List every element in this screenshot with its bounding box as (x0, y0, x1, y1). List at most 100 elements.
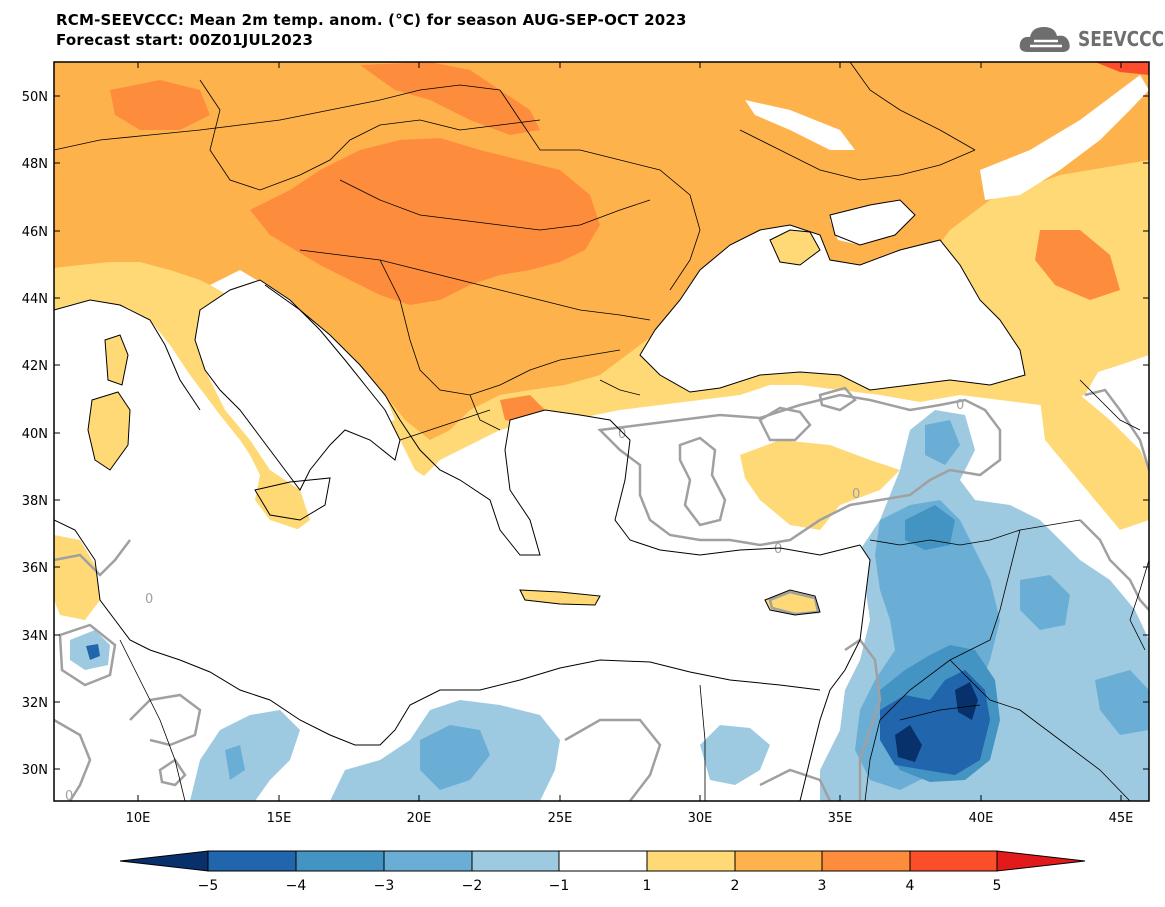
gap-steppe-3 (830, 210, 875, 245)
contour-label: 0 (65, 789, 73, 804)
cold-field-level-5-west (895, 725, 922, 762)
lon-label: 35E (828, 811, 853, 826)
border-line (949, 659, 1131, 801)
warm-patch-northeast (1035, 230, 1120, 300)
border-line (299, 249, 651, 321)
border-line (199, 79, 541, 191)
colorbar-segment (295, 850, 385, 872)
lat-label: 42N (22, 359, 48, 374)
warm-patch-tunisia (54, 535, 100, 620)
coastlines (54, 199, 1026, 801)
map-title: RCM-SEEVCCC: Mean 2m temp. anom. (°C) fo… (56, 10, 687, 50)
gap-steppe-2 (980, 75, 1149, 200)
longitude-axis: 10E 15E 20E 25E 30E 35E 40E 45E (126, 62, 1134, 826)
cold-field-level-2-libya (420, 725, 490, 790)
lon-label: 25E (548, 811, 573, 826)
colorbar-segment (471, 850, 560, 872)
colorbar: −5 −4 −3 −2 −1 1 2 3 4 5 (119, 850, 1086, 894)
coastline-crimea (769, 229, 821, 266)
warm-patch-far-northeast (1095, 62, 1149, 75)
contour-label: 0 (618, 427, 626, 442)
coastline-sardinia (87, 391, 131, 471)
island-corsica (105, 335, 128, 385)
colorbar-segment (734, 850, 823, 872)
zero-contour-anatolia (597, 393, 1002, 547)
crimea (770, 230, 820, 265)
border-line (1079, 379, 1141, 431)
cold-field-level-2-east (1020, 575, 1070, 630)
colorbar-segment (383, 850, 473, 872)
lat-label: 36N (22, 561, 48, 576)
colorbar-segment (558, 850, 648, 872)
contour-label: 0 (956, 398, 964, 413)
border-line (849, 62, 976, 151)
colorbar-label: 3 (818, 878, 827, 894)
lat-label: 38N (22, 494, 48, 509)
zero-contour-tunisia-2 (58, 623, 117, 687)
border-line (1129, 559, 1149, 651)
colorbar-arrow-right (996, 850, 1086, 872)
zero-contour-tunisia-1 (54, 539, 131, 577)
border-line (499, 89, 701, 291)
lat-label: 30N (22, 763, 48, 778)
lat-label: 32N (22, 696, 48, 711)
zero-contour-africa-1 (54, 718, 92, 801)
lon-label: 10E (126, 811, 151, 826)
cold-field-level-5-east (955, 682, 978, 720)
coastline-black-sea (639, 224, 1026, 393)
zero-contour-north-turkey (758, 406, 812, 442)
sea-aegean (500, 410, 630, 560)
sea-mediterranean (54, 280, 870, 740)
colorbar-label: −5 (198, 878, 219, 894)
lat-label: 48N (22, 157, 48, 172)
lat-label: 44N (22, 292, 48, 307)
colorbar-segment (821, 850, 911, 872)
sea-adriatic (210, 270, 395, 425)
warm-patch-north (360, 62, 540, 135)
lon-label: 45E (1109, 811, 1134, 826)
contour-label: 0 (774, 542, 782, 557)
cold-field-level-2-southeast (1095, 670, 1149, 735)
lon-label: 20E (407, 811, 432, 826)
warm-field-level-3 (250, 138, 600, 305)
cold-field-level-2-northeast (925, 420, 960, 465)
colorbar-segment (909, 850, 998, 872)
title-line-1: RCM-SEEVCCC: Mean 2m temp. anom. (°C) fo… (56, 11, 687, 29)
warm-patch-turkey-central (740, 440, 900, 530)
latitude-axis: 50N 48N 46N 44N 42N 40N 38N 36N 34N 32N … (22, 90, 1149, 778)
lat-label: 34N (22, 629, 48, 644)
colorbar-label: −4 (286, 878, 307, 894)
border-line (54, 84, 501, 151)
warm-patch-turkey-east (1040, 395, 1149, 530)
lat-label: 50N (22, 90, 48, 105)
contour-label: 0 (852, 487, 860, 502)
lon-label: 30E (688, 811, 713, 826)
colorbar-label: 2 (731, 878, 740, 894)
colorbar-label: 4 (906, 878, 915, 894)
title-line-2: Forecast start: 00Z01JUL2023 (56, 31, 314, 49)
seevccc-logo: SEEVCCC (1018, 22, 1165, 56)
zero-contour-africa-4 (759, 768, 832, 801)
border-line (119, 639, 186, 801)
colorbar-arrow-left (119, 850, 209, 872)
coastline-africa (54, 519, 821, 746)
border-line (869, 519, 1081, 546)
map-frame (53, 61, 1150, 802)
zero-contour-kopet (818, 386, 857, 412)
contour-label: 0 (145, 592, 153, 607)
coastline-balkans (264, 284, 861, 556)
coastline-levant (799, 544, 871, 801)
colorbar-label: 1 (643, 878, 652, 894)
cold-field-africa-west (190, 710, 300, 801)
border-line (699, 684, 706, 801)
coastline-cyprus (764, 589, 821, 616)
border-line (599, 379, 641, 396)
colorbar-label: −2 (462, 878, 483, 894)
colorbar-segment (646, 850, 736, 872)
lat-label: 46N (22, 225, 48, 240)
cold-field-egypt (700, 725, 770, 785)
logo-text: SEEVCCC (1078, 27, 1165, 51)
colorbar-segment (207, 850, 297, 872)
map-area: 0 0 0 0 0 0 (54, 62, 1149, 804)
